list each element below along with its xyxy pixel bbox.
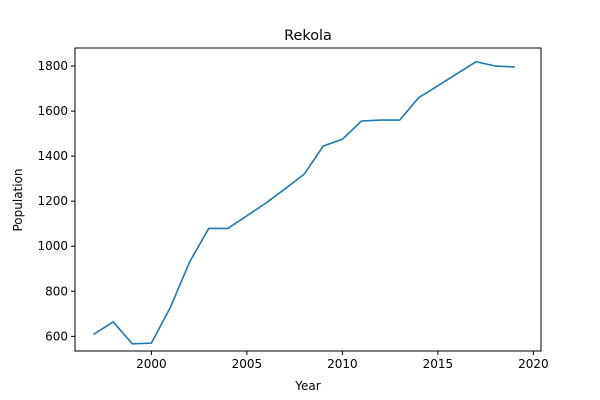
- x-tick-label: 2000: [136, 357, 167, 371]
- chart-title: Rekola: [284, 28, 332, 44]
- y-tick-label: 800: [45, 284, 68, 298]
- series-line-0: [93, 60, 516, 345]
- y-tick-label: 1800: [37, 59, 68, 73]
- y-axis: 600 800 1000 1200 1400 1600 1800: [37, 59, 75, 343]
- y-tick-label: 1600: [37, 104, 68, 118]
- y-axis-label: Population: [11, 168, 25, 231]
- y-tick-label: 1200: [37, 194, 68, 208]
- x-axis-label: Year: [294, 379, 320, 393]
- x-tick-label: 2005: [232, 357, 263, 371]
- x-axis: 2000 2005 2010 2015 2020: [136, 351, 549, 371]
- x-tick-label: 2010: [327, 357, 358, 371]
- y-tick-label: 1400: [37, 149, 68, 163]
- plot-frame: [74, 47, 542, 352]
- x-tick-label: 2015: [423, 357, 454, 371]
- y-tick-label: 1000: [37, 239, 68, 253]
- x-tick-label: 2020: [518, 357, 549, 371]
- plot-area: [93, 60, 516, 345]
- y-tick-label: 600: [45, 329, 68, 343]
